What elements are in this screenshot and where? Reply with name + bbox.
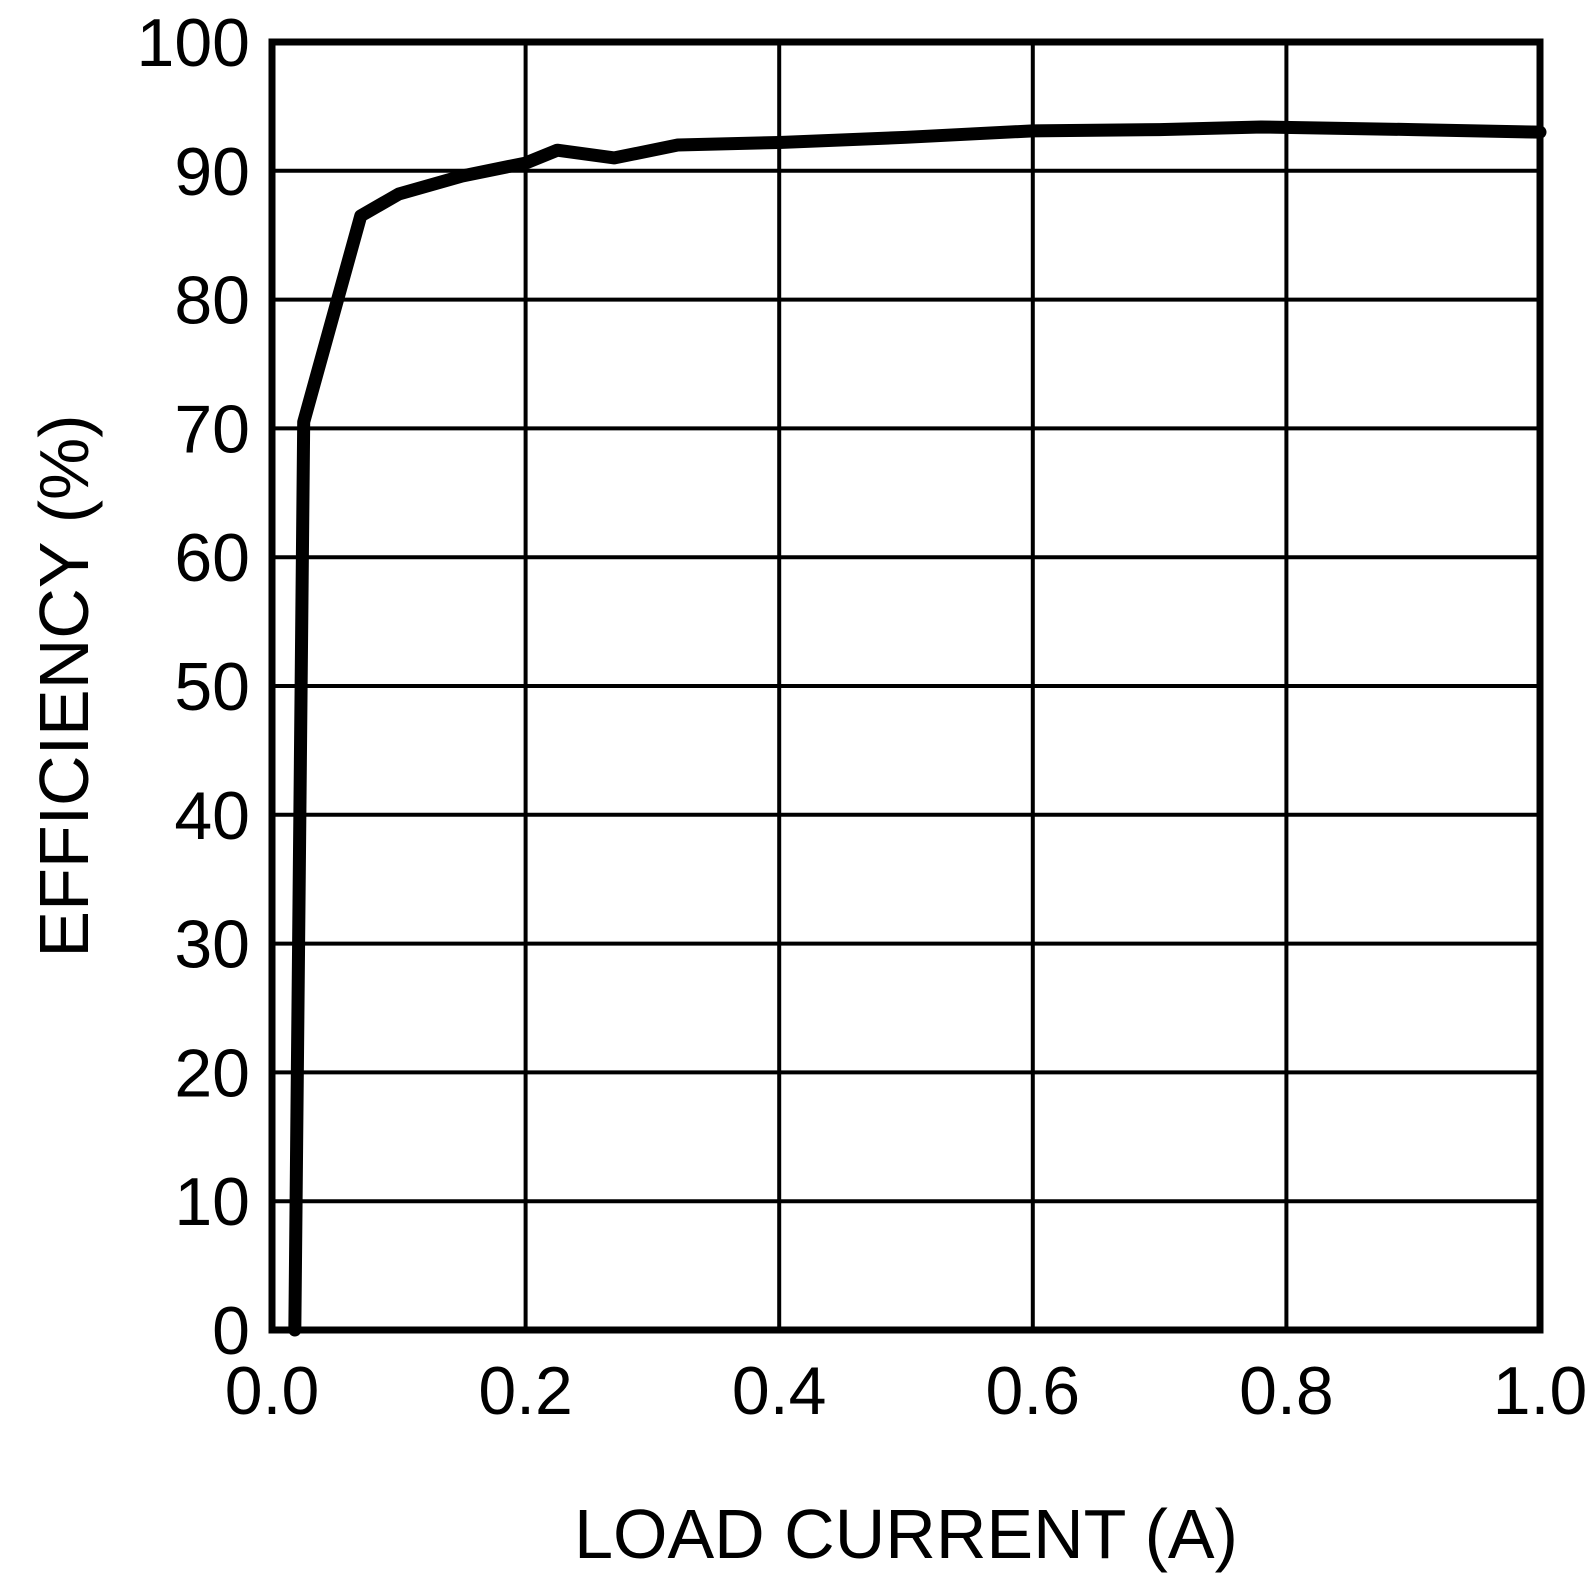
x-tick-label: 0.0 [225,1353,320,1429]
y-tick-label: 50 [174,649,250,725]
x-tick-label: 1.0 [1493,1353,1588,1429]
x-tick-label: 0.2 [478,1353,573,1429]
y-tick-label: 40 [174,778,250,854]
y-tick-label: 100 [137,5,250,81]
series-line-efficiency [288,120,1547,1337]
y-tick-label: 90 [174,134,250,210]
y-tick-label: 70 [174,391,250,467]
x-tick-label: 0.6 [986,1353,1081,1429]
y-tick-label: 60 [174,520,250,596]
y-tick-label: 10 [174,1164,250,1240]
x-tick-label: 0.4 [732,1353,827,1429]
y-tick-label: 80 [174,263,250,339]
y-tick-label: 20 [174,1035,250,1111]
x-tick-label: 0.8 [1239,1353,1334,1429]
y-tick-label: 0 [212,1293,250,1369]
plot-border [268,38,1544,1334]
x-axis-title: LOAD CURRENT (A) [574,1495,1238,1573]
y-axis-title: EFFICIENCY (%) [25,414,103,957]
y-tick-label: 30 [174,907,250,983]
